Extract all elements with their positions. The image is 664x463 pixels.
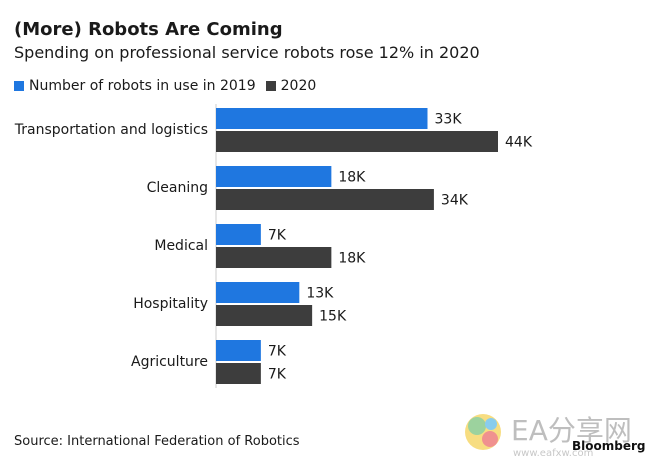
watermark-url: www.eafxw.com [513,448,593,459]
data-label-medical-2020: 18K [338,251,366,267]
legend-swatch-2019 [14,81,24,91]
legend-item-2019: Number of robots in use in 2019 [14,77,256,95]
bar-hospitality-2020 [216,305,313,326]
chart-subtitle: Spending on professional service robots … [14,43,480,62]
source-note: Source: International Federation of Robo… [14,434,300,449]
category-label-hospitality: Hospitality [133,296,208,312]
data-label-transportation-and-logistics-2019: 33K [435,112,463,128]
data-label-hospitality-2019: 13K [306,286,334,302]
category-label-agriculture: Agriculture [131,354,208,370]
bar-cleaning-2019 [216,166,332,187]
bar-hospitality-2019 [216,282,300,303]
category-label-transportation-and-logistics: Transportation and logistics [14,122,208,138]
watermark-logo: EA分享网 www.eafxw.com [465,414,632,459]
data-label-agriculture-2019: 7K [268,344,287,360]
bar-agriculture-2019 [216,340,261,361]
category-label-medical: Medical [154,238,208,254]
watermark-emblem-icon [465,414,501,450]
category-label-cleaning: Cleaning [147,180,208,196]
legend-label-2020: 2020 [280,78,317,94]
data-label-hospitality-2020: 15K [319,309,347,325]
watermark-text: EA分享网 [511,414,632,447]
legend-swatch-2020 [265,81,276,91]
bar-transportation-and-logistics-2020 [216,131,498,152]
bar-medical-2020 [216,247,332,268]
legend-item-2020: 2020 [265,77,317,95]
bar-agriculture-2020 [216,363,261,384]
data-label-transportation-and-logistics-2020: 44K [505,135,533,151]
bar-cleaning-2020 [216,189,434,210]
legend-label-2019: Number of robots in use in 2019 [29,78,256,94]
bar-medical-2019 [216,224,261,245]
data-label-medical-2019: 7K [268,228,287,244]
data-label-cleaning-2019: 18K [338,170,366,186]
data-label-agriculture-2020: 7K [268,367,287,383]
legend: Number of robots in use in 2019 2020 [14,77,326,95]
brand-logo: Bloomberg [572,439,646,453]
bar-transportation-and-logistics-2019 [216,108,428,129]
chart-title: (More) Robots Are Coming [14,19,283,40]
data-label-cleaning-2020: 34K [441,193,469,209]
